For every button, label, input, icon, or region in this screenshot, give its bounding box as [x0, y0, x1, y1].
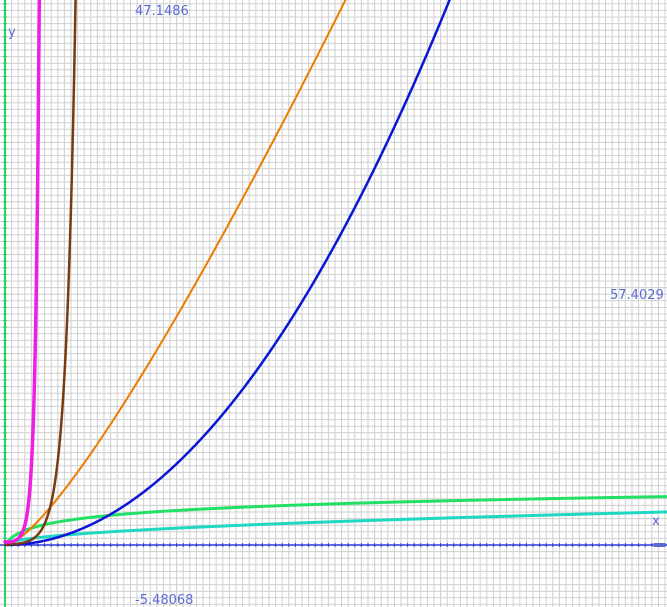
series-line-sqrt [3, 510, 667, 547]
series-line-log [3, 495, 667, 547]
series-line-square [3, 0, 451, 547]
x-max-label: 57.4029 [610, 288, 664, 303]
y-min-label: -5.48068 [135, 593, 193, 607]
x-axis-label: x [652, 514, 660, 529]
y-axis-label: y [8, 25, 16, 40]
x-axis-arrow [653, 543, 665, 547]
series-line-xlogx [4, 0, 347, 546]
y-max-label: 47.1486 [135, 4, 189, 19]
series-line-exp2 [3, 0, 77, 546]
labels: 47.1486 -5.48068 57.4029 y x [8, 4, 664, 607]
series-line-factorial [3, 0, 42, 544]
curves [3, 0, 667, 547]
